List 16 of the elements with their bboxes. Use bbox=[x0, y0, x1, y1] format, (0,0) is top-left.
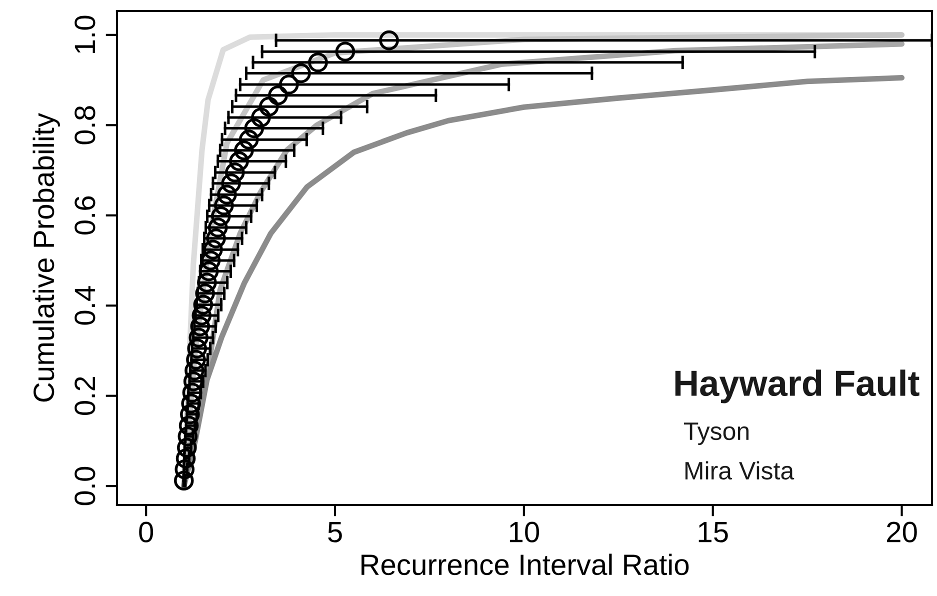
y-tick-label: 0.6 bbox=[74, 196, 96, 234]
y-axis-title: Cumulative Probability bbox=[32, 112, 60, 402]
x-tick-label: 20 bbox=[887, 522, 917, 542]
x-tick-label: 0 bbox=[139, 522, 154, 542]
annotation: Tyson bbox=[684, 422, 749, 446]
y-tick-label: 0.0 bbox=[74, 466, 96, 506]
y-tick-label: 1.0 bbox=[74, 16, 96, 53]
y-tick-label: 0.2 bbox=[74, 377, 96, 415]
annotation: Mira Vista bbox=[685, 461, 794, 480]
x-tick-label: 5 bbox=[328, 522, 342, 542]
x-axis-title: Recurrence Interval Ratio bbox=[362, 554, 689, 576]
y-tick-label: 0.8 bbox=[74, 106, 96, 144]
x-tick-label: 10 bbox=[510, 522, 540, 542]
x-tick-label: 15 bbox=[698, 522, 728, 542]
y-tick-label: 0.4 bbox=[74, 286, 96, 325]
annotation: Hayward Fault bbox=[675, 370, 920, 404]
